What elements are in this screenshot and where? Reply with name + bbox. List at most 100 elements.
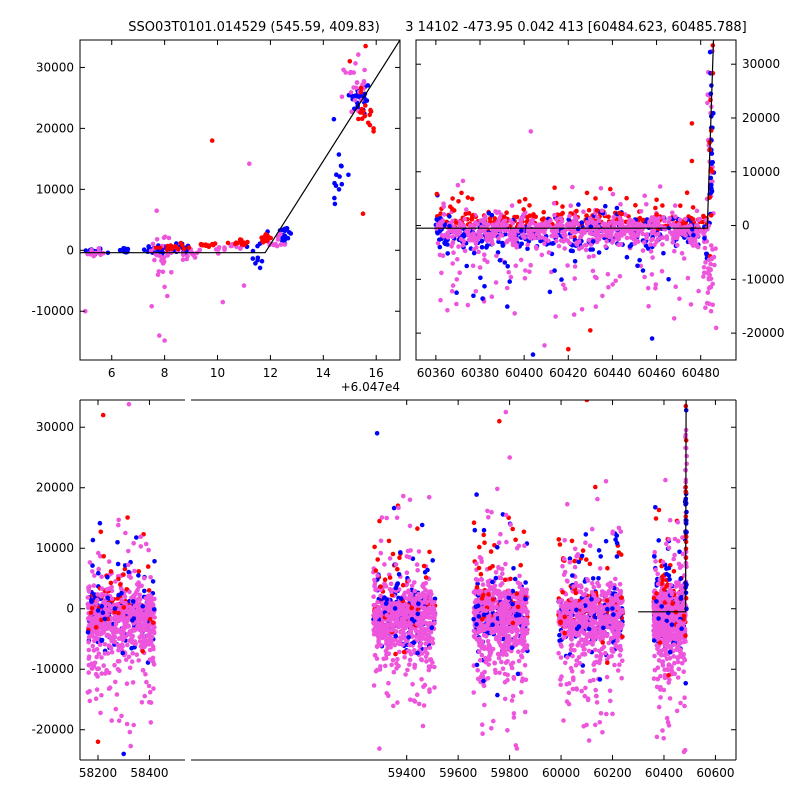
data-point-pink <box>372 653 378 658</box>
data-point-pink <box>165 293 170 299</box>
data-point-blue <box>83 248 89 253</box>
data-point-pink <box>510 693 516 699</box>
top-right-plot-area <box>416 40 719 357</box>
data-point-pink <box>466 237 472 243</box>
data-point-blue <box>510 601 515 607</box>
data-point-pink <box>712 262 717 268</box>
data-point-pink <box>407 657 413 663</box>
data-point-red <box>153 245 159 251</box>
data-point-pink <box>695 244 701 250</box>
data-point-pink <box>521 634 526 640</box>
data-point-red <box>225 240 231 246</box>
data-point-blue <box>691 232 696 238</box>
data-point-red <box>513 537 518 543</box>
data-point-pink <box>708 261 713 267</box>
data-point-pink <box>509 203 515 208</box>
data-point-red <box>245 239 250 245</box>
data-point-blue <box>141 247 147 252</box>
data-point-pink <box>493 612 498 617</box>
data-point-blue <box>285 235 291 241</box>
data-point-red <box>710 169 715 174</box>
data-point-pink <box>465 230 471 236</box>
data-point-pink <box>445 230 451 235</box>
data-point-pink <box>558 682 563 688</box>
data-point-pink <box>411 698 417 703</box>
data-point-red <box>147 617 153 622</box>
data-point-pink <box>569 618 575 623</box>
data-point-pink <box>414 692 420 697</box>
data-point-pink <box>137 597 143 602</box>
data-point-pink <box>489 726 494 731</box>
data-point-pink <box>528 262 533 268</box>
data-point-blue <box>708 91 714 96</box>
data-point-blue <box>115 561 121 567</box>
data-point-blue <box>495 692 500 698</box>
data-point-pink <box>623 212 628 217</box>
data-point-blue <box>572 259 578 264</box>
data-point-pink <box>85 595 91 600</box>
data-point-blue <box>461 233 467 239</box>
data-point-pink <box>506 609 511 615</box>
data-point-pink <box>668 230 673 235</box>
data-point-pink <box>574 632 580 638</box>
data-point-pink <box>648 249 654 254</box>
data-point-pink <box>99 574 104 579</box>
data-point-pink <box>389 624 394 629</box>
data-point-pink <box>421 703 427 708</box>
data-point-pink <box>670 236 676 242</box>
data-point-pink <box>513 642 519 647</box>
data-point-pink <box>96 651 102 656</box>
data-point-pink <box>103 671 108 676</box>
data-point-red <box>606 214 611 220</box>
data-point-pink <box>662 218 667 224</box>
data-point-red <box>375 557 381 562</box>
data-point-pink <box>589 581 595 586</box>
data-point-pink <box>150 241 156 247</box>
data-point-pink <box>113 679 118 685</box>
data-point-red <box>200 242 205 248</box>
data-point-pink <box>562 246 567 251</box>
data-point-red <box>108 580 114 586</box>
data-point-pink <box>407 662 412 667</box>
data-point-red <box>708 213 714 218</box>
data-point-blue <box>122 246 128 251</box>
data-point-pink <box>397 649 402 655</box>
data-point-blue <box>442 240 447 246</box>
data-point-pink <box>87 584 92 589</box>
data-point-pink <box>681 256 687 261</box>
data-point-pink <box>583 247 589 253</box>
top-left-ytick-label: 30000 <box>36 60 74 74</box>
data-point-pink <box>94 687 100 692</box>
data-point-red <box>400 582 406 588</box>
data-point-blue <box>523 580 528 585</box>
data-point-pink <box>524 630 530 636</box>
data-point-pink <box>595 609 601 614</box>
data-point-pink <box>654 239 659 244</box>
data-point-pink <box>610 191 616 197</box>
data-point-pink <box>579 584 584 590</box>
data-point-red <box>140 649 145 654</box>
data-point-pink <box>95 674 100 679</box>
data-point-pink <box>416 549 422 554</box>
data-point-pink <box>128 743 133 749</box>
data-point-pink <box>592 274 598 280</box>
data-point-pink <box>95 592 100 597</box>
data-point-red <box>492 216 498 221</box>
data-point-pink <box>279 241 284 247</box>
data-point-pink <box>98 710 103 716</box>
data-point-pink <box>708 308 714 314</box>
data-point-pink <box>216 245 222 250</box>
data-point-blue <box>596 250 602 255</box>
data-point-blue <box>513 613 519 618</box>
data-point-pink <box>578 229 584 235</box>
data-point-pink <box>109 625 114 630</box>
data-point-pink <box>127 629 133 634</box>
data-point-pink <box>523 620 529 626</box>
data-point-pink <box>408 621 413 627</box>
data-point-pink <box>701 274 706 279</box>
data-point-red <box>206 243 211 248</box>
data-point-pink <box>694 208 700 214</box>
data-point-pink <box>384 515 390 521</box>
data-point-pink <box>672 203 678 208</box>
data-point-pink <box>403 672 408 677</box>
